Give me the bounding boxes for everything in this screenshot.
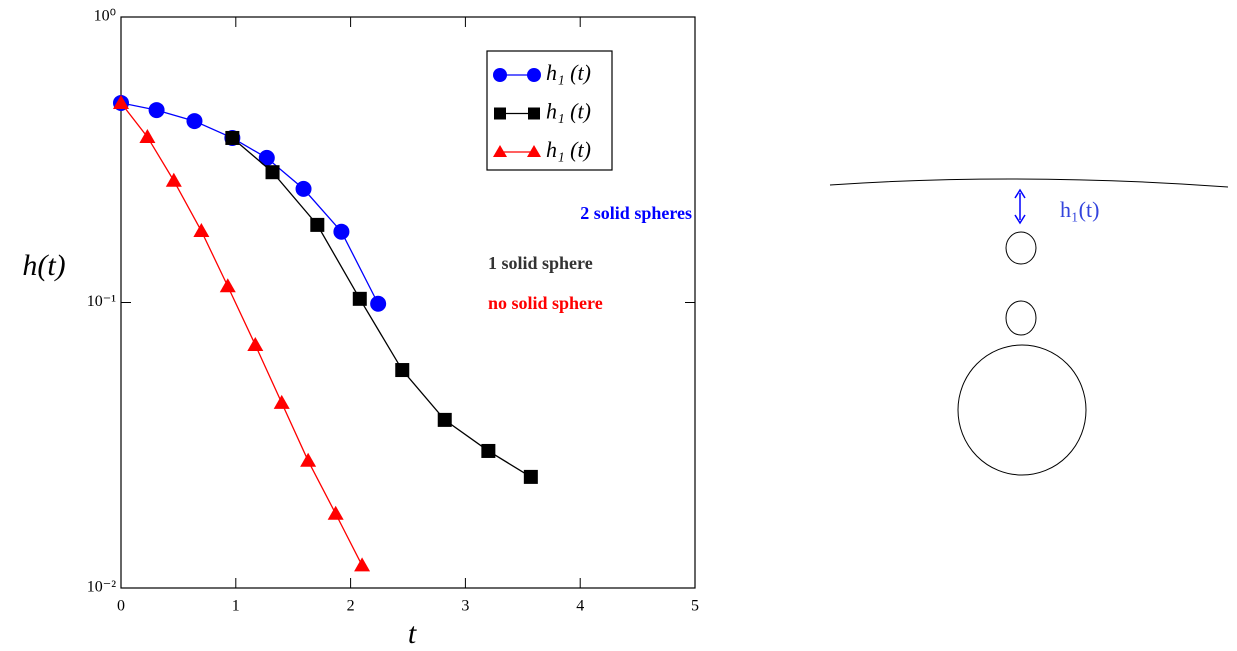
marker (193, 223, 210, 238)
y-tick-label: 10⁻² (87, 579, 116, 596)
small-sphere (1005, 300, 1037, 336)
x-tick-label: 3 (461, 598, 469, 615)
marker (310, 217, 325, 232)
series-line (120, 102, 379, 305)
x-tick-label: 1 (232, 598, 240, 615)
marker (295, 180, 312, 197)
x-tick-label: 0 (117, 598, 125, 615)
arrow-heads (1014, 188, 1026, 225)
large-sphere (957, 344, 1087, 476)
series-line (120, 102, 363, 566)
y-tick-label: 10⁻¹ (87, 293, 116, 310)
marker (219, 278, 236, 293)
marker (165, 172, 182, 187)
marker (247, 336, 264, 351)
gap-label: h₁(t) (1060, 197, 1099, 222)
y-tick-label: 10⁰ (94, 8, 116, 25)
marker (273, 394, 290, 409)
marker (523, 469, 538, 484)
marker (148, 102, 165, 119)
legend-swatch (528, 107, 540, 120)
marker (327, 505, 344, 520)
legend-swatch (493, 145, 507, 157)
legend-label: h₁ (t) (546, 99, 591, 124)
marker (258, 149, 275, 166)
marker (370, 295, 387, 312)
legend-swatch (494, 107, 506, 120)
interface (829, 178, 1229, 188)
x-axis-label: t (408, 617, 417, 650)
legend-swatch (527, 68, 541, 82)
legend-swatch (493, 68, 507, 82)
marker (265, 165, 280, 180)
series-line (231, 137, 532, 478)
x-tick-label: 5 (691, 598, 699, 615)
marker (186, 113, 203, 130)
small-sphere (1005, 231, 1037, 265)
annotation: 2 solid spheres (580, 203, 692, 223)
diagram: h₁(t) (829, 178, 1229, 476)
annotation: no solid sphere (488, 293, 603, 313)
legend-box (486, 50, 613, 171)
legend-label: h₁ (t) (546, 60, 591, 85)
marker (352, 291, 367, 306)
marker (113, 94, 129, 109)
marker (225, 130, 240, 145)
marker (333, 223, 350, 240)
marker (395, 363, 410, 378)
x-tick-label: 2 (347, 598, 355, 615)
marker (300, 452, 317, 467)
y-axis-label: h(t) (22, 249, 65, 282)
marker (437, 412, 452, 427)
legend-label: h₁ (t) (546, 137, 591, 162)
annotation: 1 solid sphere (488, 253, 593, 273)
x-tick-label: 4 (576, 598, 584, 615)
marker (354, 557, 371, 572)
legend-swatch (527, 145, 541, 157)
marker (481, 443, 496, 458)
marker (139, 128, 156, 143)
